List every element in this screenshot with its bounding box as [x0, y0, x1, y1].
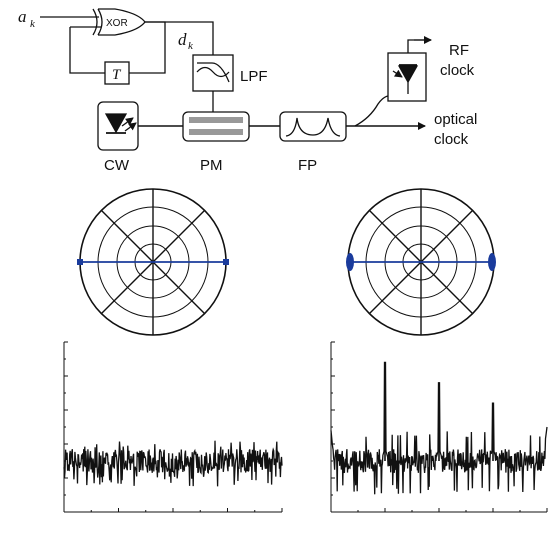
- tap-fiber: [354, 95, 389, 127]
- fp-response-icon: [285, 117, 341, 137]
- rf-clock-label-line1: RF: [449, 42, 469, 59]
- xor-label: XOR: [106, 18, 128, 29]
- drive-subscript: k: [188, 40, 194, 52]
- rf-out-wire: [407, 39, 431, 53]
- state-marker-right: [223, 259, 229, 265]
- poincare-sphere-left: [77, 188, 229, 336]
- optical-clock-label-line2: clock: [434, 131, 469, 148]
- fp-block: [279, 111, 347, 142]
- input-subscript: k: [30, 18, 36, 30]
- lpf-block: [192, 54, 234, 92]
- xor-gate: XOR: [92, 8, 146, 36]
- feedback-wire-left: [69, 27, 105, 74]
- rf-spectrum-chart-rt0: [63, 341, 283, 513]
- photodiode-icon: [397, 65, 419, 84]
- photodetector-block: [387, 52, 427, 102]
- spectrum-trace: [63, 440, 283, 487]
- state-cluster-left: [346, 253, 354, 271]
- state-marker-left: [77, 259, 83, 265]
- pm-block: [182, 111, 250, 142]
- drive-wire: [145, 21, 214, 55]
- input-label: a: [18, 7, 27, 26]
- lpf-response-icon: [197, 62, 230, 83]
- schematic: a k XOR T d k LPF CW: [18, 7, 477, 174]
- delay-label: T: [112, 67, 122, 83]
- state-cluster-right: [488, 253, 496, 271]
- drive-label: d: [178, 30, 187, 49]
- rf-spectrum-chart-rt15: [330, 341, 548, 513]
- poincare-sphere-right: [346, 188, 496, 336]
- rf-clock-label-line2: clock: [440, 62, 475, 79]
- pm-label: PM: [200, 157, 223, 174]
- cw-label: CW: [104, 157, 130, 174]
- laser-diode-icon: [104, 113, 128, 134]
- fp-label: FP: [298, 157, 317, 174]
- lpf-label: LPF: [240, 68, 268, 85]
- lpf-wave-icon: [196, 66, 230, 78]
- optical-clock-label-line1: optical: [434, 111, 477, 128]
